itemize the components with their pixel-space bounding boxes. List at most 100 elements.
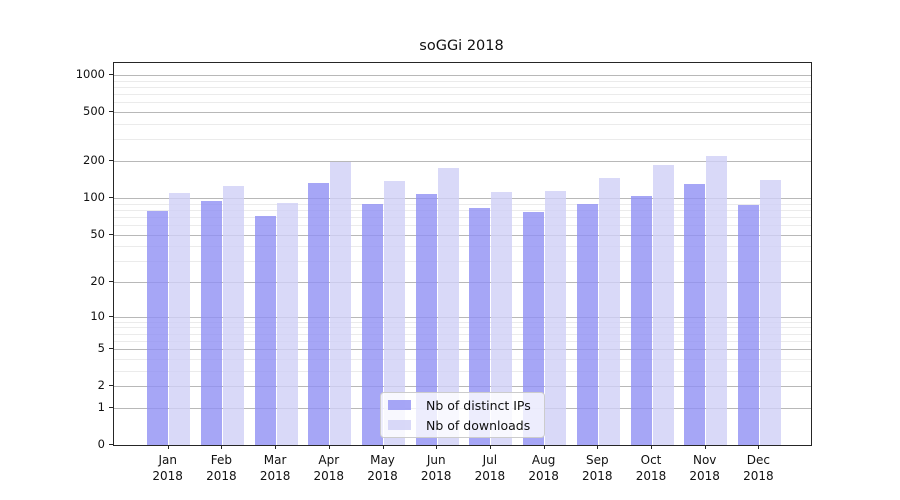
bar-jun-downloads xyxy=(437,168,459,445)
gridline-minor-900 xyxy=(114,80,811,82)
gridline-minor-4 xyxy=(114,358,811,360)
x-tick-mark-jun xyxy=(436,445,438,449)
x-tick-mark-may xyxy=(382,445,384,449)
gridline-minor-3 xyxy=(114,370,811,372)
y-tick-label-20: 20 xyxy=(90,274,105,288)
bar-apr-downloads xyxy=(330,161,352,445)
y-tick-mark-1000 xyxy=(109,74,113,75)
x-tick-mark-sep xyxy=(597,445,599,449)
bar-dec-distinct-ips xyxy=(737,205,759,445)
legend-swatch-downloads xyxy=(388,420,411,430)
x-tick-mark-jan xyxy=(167,445,169,449)
gridline-major-5 xyxy=(114,349,811,351)
y-tick-mark-500 xyxy=(109,111,113,113)
x-tick-mark-oct xyxy=(651,445,652,449)
bar-jan-downloads xyxy=(169,192,191,445)
gridline-minor-7 xyxy=(114,333,811,335)
gridline-major-10 xyxy=(114,316,811,318)
y-tick-mark-200 xyxy=(109,160,113,161)
gridline-major-100 xyxy=(114,197,811,199)
x-tick-label-jun: Jun 2018 xyxy=(420,453,452,483)
y-tick-mark-100 xyxy=(109,196,113,198)
bar-jul-distinct-ips xyxy=(469,208,491,445)
gridline-minor-6 xyxy=(114,340,811,342)
bar-aug-distinct-ips xyxy=(523,211,545,445)
bar-aug-downloads xyxy=(545,190,567,445)
bar-nov-distinct-ips xyxy=(684,183,706,445)
x-tick-label-apr: Apr 2018 xyxy=(313,453,345,483)
y-tick-mark-2 xyxy=(109,385,113,387)
bar-jan-distinct-ips xyxy=(147,211,169,445)
x-tick-mark-mar xyxy=(275,445,277,449)
plot-area: Nb of distinct IPs Nb of downloads xyxy=(113,62,812,446)
y-tick-label-5: 5 xyxy=(97,341,105,356)
x-tick-label-aug: Aug 2018 xyxy=(528,453,559,483)
gridline-minor-800 xyxy=(114,87,811,88)
gridline-minor-80 xyxy=(114,209,811,211)
gridline-major-50 xyxy=(114,234,811,236)
bar-dec-downloads xyxy=(759,180,781,445)
gridline-major-20 xyxy=(114,282,811,283)
gridline-minor-400 xyxy=(114,124,811,125)
y-tick-label-0: 0 xyxy=(97,437,105,451)
bar-jul-downloads xyxy=(491,191,513,445)
x-tick-label-may: May 2018 xyxy=(367,453,398,483)
y-tick-mark-1 xyxy=(109,406,113,408)
gridline-minor-600 xyxy=(114,102,811,104)
x-tick-label-jul: Jul 2018 xyxy=(474,453,506,483)
bar-mar-downloads xyxy=(276,202,298,445)
bar-oct-downloads xyxy=(652,164,674,445)
x-tick-label-oct: Oct 2018 xyxy=(635,453,667,483)
gridline-minor-70 xyxy=(114,216,811,218)
y-tick-mark-20 xyxy=(109,281,113,282)
legend: Nb of distinct IPs Nb of downloads xyxy=(380,392,545,438)
bar-apr-distinct-ips xyxy=(308,182,330,445)
x-tick-label-feb: Feb 2018 xyxy=(206,453,237,483)
legend-swatch-distinct-ips xyxy=(388,400,411,410)
chart-title: soGGi 2018 xyxy=(419,38,504,54)
gridline-major-1000 xyxy=(114,75,811,76)
bar-jun-distinct-ips xyxy=(415,193,437,445)
bar-oct-distinct-ips xyxy=(630,196,652,445)
gridline-minor-90 xyxy=(114,203,811,205)
bar-sep-distinct-ips xyxy=(576,204,598,445)
y-tick-mark-0 xyxy=(109,444,113,445)
bar-feb-distinct-ips xyxy=(200,200,222,445)
y-tick-label-10: 10 xyxy=(90,308,105,323)
x-tick-label-jan: Jan 2018 xyxy=(152,453,183,483)
legend-label-distinct-ips: Nb of distinct IPs xyxy=(426,397,531,413)
bar-may-downloads xyxy=(384,181,405,445)
x-tick-label-nov: Nov 2018 xyxy=(689,453,720,483)
y-tick-mark-5 xyxy=(109,348,113,350)
bar-feb-downloads xyxy=(222,185,244,445)
gridline-major-200 xyxy=(114,161,811,162)
x-tick-label-dec: Dec 2018 xyxy=(743,453,774,483)
legend-item-distinct-ips: Nb of distinct IPs xyxy=(388,397,544,413)
bar-sep-downloads xyxy=(598,178,620,445)
bar-may-distinct-ips xyxy=(362,203,383,445)
gridline-minor-40 xyxy=(114,246,811,248)
x-tick-mark-apr xyxy=(328,445,330,449)
gridline-minor-60 xyxy=(114,224,811,226)
y-tick-label-50: 50 xyxy=(90,226,105,241)
y-tick-label-2: 2 xyxy=(97,378,105,393)
x-tick-label-mar: Mar 2018 xyxy=(259,453,291,483)
gridline-minor-8 xyxy=(114,327,811,329)
x-tick-mark-aug xyxy=(543,445,545,449)
y-tick-label-100: 100 xyxy=(83,189,105,204)
y-tick-mark-50 xyxy=(109,233,113,235)
x-tick-mark-feb xyxy=(221,445,223,449)
legend-item-downloads: Nb of downloads xyxy=(388,417,544,433)
x-tick-mark-dec xyxy=(758,445,760,449)
x-tick-mark-jul xyxy=(489,445,491,449)
bar-nov-downloads xyxy=(706,155,728,445)
gridline-major-2 xyxy=(114,386,811,388)
x-tick-mark-nov xyxy=(704,445,706,449)
bar-mar-distinct-ips xyxy=(254,216,276,445)
gridline-major-500 xyxy=(114,112,811,114)
y-tick-mark-10 xyxy=(109,315,113,317)
x-tick-label-sep: Sep 2018 xyxy=(582,453,613,483)
gridline-minor-300 xyxy=(114,139,811,141)
gridline-minor-9 xyxy=(114,321,811,323)
